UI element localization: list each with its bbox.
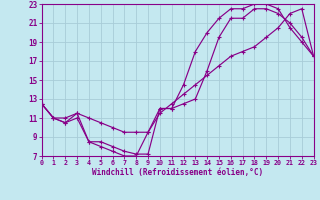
X-axis label: Windchill (Refroidissement éolien,°C): Windchill (Refroidissement éolien,°C) xyxy=(92,168,263,177)
